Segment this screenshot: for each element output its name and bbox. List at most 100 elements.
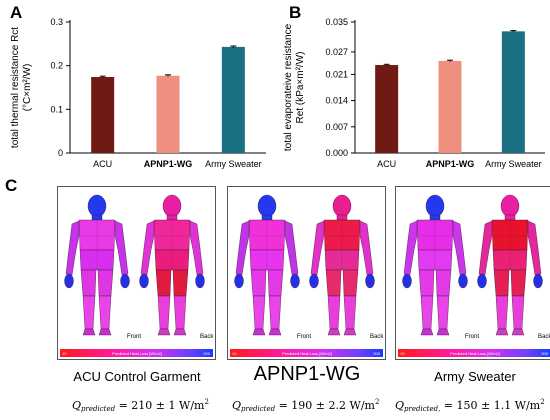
back-left-hand xyxy=(477,273,487,289)
front-right-thigh xyxy=(97,269,114,297)
front-left-shin xyxy=(420,295,434,330)
color-bar xyxy=(60,349,213,357)
back-right-hand xyxy=(365,273,375,289)
caption-army-sweater: Army Sweater xyxy=(434,369,516,384)
y-axis-label-line: total thermal resistance Rct xyxy=(10,27,21,148)
panel-letter-b: B xyxy=(289,3,302,22)
q-subscript: predicted, xyxy=(404,405,441,413)
q-exponent: 2 xyxy=(204,398,209,406)
q-value: 190 xyxy=(291,399,313,412)
back-head xyxy=(162,194,182,218)
front-right-shin xyxy=(268,295,282,330)
q-symbol: Q xyxy=(232,399,242,412)
back-left-shin xyxy=(495,295,509,330)
caption-apnp1: APNP1-WG xyxy=(253,363,361,385)
front-right-thigh xyxy=(267,269,284,297)
back-right-foot xyxy=(343,328,357,336)
back-label: Back xyxy=(370,334,384,340)
back-neck xyxy=(166,214,178,221)
front-left-thigh xyxy=(80,269,97,297)
front-right-shin xyxy=(436,295,450,330)
back-right-shin xyxy=(343,295,357,330)
back-left-thigh xyxy=(155,269,172,297)
bar xyxy=(221,46,245,153)
q-predicted-army-sweater: Qpredicted, = 150 ± 1.1 W/m2 xyxy=(395,398,545,413)
back-left-shin xyxy=(157,295,171,330)
back-label: Back xyxy=(538,334,550,340)
q-error: 2.2 xyxy=(328,399,347,412)
bar xyxy=(501,31,525,153)
q-symbol: Q xyxy=(395,399,405,412)
back-left-hand xyxy=(139,273,149,289)
y-axis-label-line: Ret (kPa×m²/W) xyxy=(295,52,306,124)
front-right-hand xyxy=(458,273,468,289)
legend-max-label: 200 xyxy=(541,351,548,356)
front-head xyxy=(257,194,277,218)
thermal-map-2: Front Back 10 Predicted Heat Loss [W/m2] 200 xyxy=(227,186,386,360)
legend-min-label: 10 xyxy=(62,351,67,356)
back-left-shin xyxy=(327,295,341,330)
back-head xyxy=(332,194,352,218)
chart-panel-b: 0.000 0.007 0.014 0.021 0.027 0.035 total evap… xyxy=(283,17,545,169)
back-neck xyxy=(336,214,348,221)
back-right-thigh xyxy=(172,269,189,297)
y-axis-label: total evaporateive resistance Ret (kPa×m²… xyxy=(283,23,306,151)
category-label: ACU xyxy=(93,159,112,169)
q-symbol: Q xyxy=(72,399,82,412)
color-bar xyxy=(230,349,383,357)
thermal-map-1: Front Back 10 Predicted Heat Loss [W/m2] 200 xyxy=(57,186,216,360)
bar xyxy=(438,60,462,153)
y-tick-label: 0.035 xyxy=(325,17,348,27)
legend-title: Predicted Heat Loss [W/m2] xyxy=(450,351,500,356)
front-left-foot xyxy=(82,328,96,336)
front-right-foot xyxy=(436,328,450,336)
q-error: 1 xyxy=(168,399,176,412)
bar xyxy=(156,75,180,153)
back-left-foot xyxy=(327,328,341,336)
back-left-foot xyxy=(157,328,171,336)
q-unit: W/m xyxy=(179,399,205,412)
front-left-hand xyxy=(234,273,244,289)
front-right-hand xyxy=(120,273,130,289)
back-right-hand xyxy=(195,273,205,289)
y-tick-label: 0.027 xyxy=(325,47,348,57)
legend-title: Predicted Heat Loss [W/m2] xyxy=(112,351,162,356)
front-left-shin xyxy=(252,295,266,330)
legend-title: Predicted Heat Loss [W/m2] xyxy=(282,351,332,356)
back-right-foot xyxy=(511,328,525,336)
front-label: Front xyxy=(465,334,479,340)
front-neck xyxy=(429,214,441,221)
panel-letter-c: C xyxy=(5,176,18,195)
y-tick-label: 0.2 xyxy=(50,61,63,71)
q-predicted-apnp1: Qpredicted = 190 ± 2.2 W/m2 xyxy=(232,398,380,413)
category-label: APNP1-WG xyxy=(426,159,475,169)
front-neck xyxy=(91,214,103,221)
front-label: Front xyxy=(127,334,141,340)
q-subscript: predicted xyxy=(241,405,276,413)
back-right-hand xyxy=(533,273,543,289)
q-error: 1.1 xyxy=(493,399,512,412)
bar xyxy=(91,77,115,153)
front-label: Front xyxy=(297,334,311,340)
caption-acu: ACU Control Garment xyxy=(73,369,201,384)
chart-panel-a: 0 0.1 0.2 0.3 total thermal resistance Rct (°… xyxy=(10,17,266,169)
y-axis-label-line: (°C×m²/W) xyxy=(22,64,33,112)
front-right-hand xyxy=(290,273,300,289)
q-unit: W/m xyxy=(349,399,375,412)
front-head xyxy=(87,194,107,218)
back-left-foot xyxy=(495,328,509,336)
front-left-hand xyxy=(402,273,412,289)
thermal-map-3: Front Back 10 Predicted Heat Loss [W/m2] 200 xyxy=(395,186,550,360)
q-unit: W/m xyxy=(514,399,541,412)
category-label: Army Sweater xyxy=(205,159,262,169)
back-right-thigh xyxy=(342,269,359,297)
category-label: APNP1-WG xyxy=(144,159,193,169)
front-left-foot xyxy=(252,328,266,336)
front-left-thigh xyxy=(250,269,267,297)
front-right-foot xyxy=(98,328,112,336)
y-tick-label: 0.1 xyxy=(50,104,63,114)
q-value: 150 xyxy=(456,399,478,412)
legend-min-label: 10 xyxy=(400,351,405,356)
y-tick-label: 0.3 xyxy=(50,17,63,27)
back-head xyxy=(500,194,520,218)
